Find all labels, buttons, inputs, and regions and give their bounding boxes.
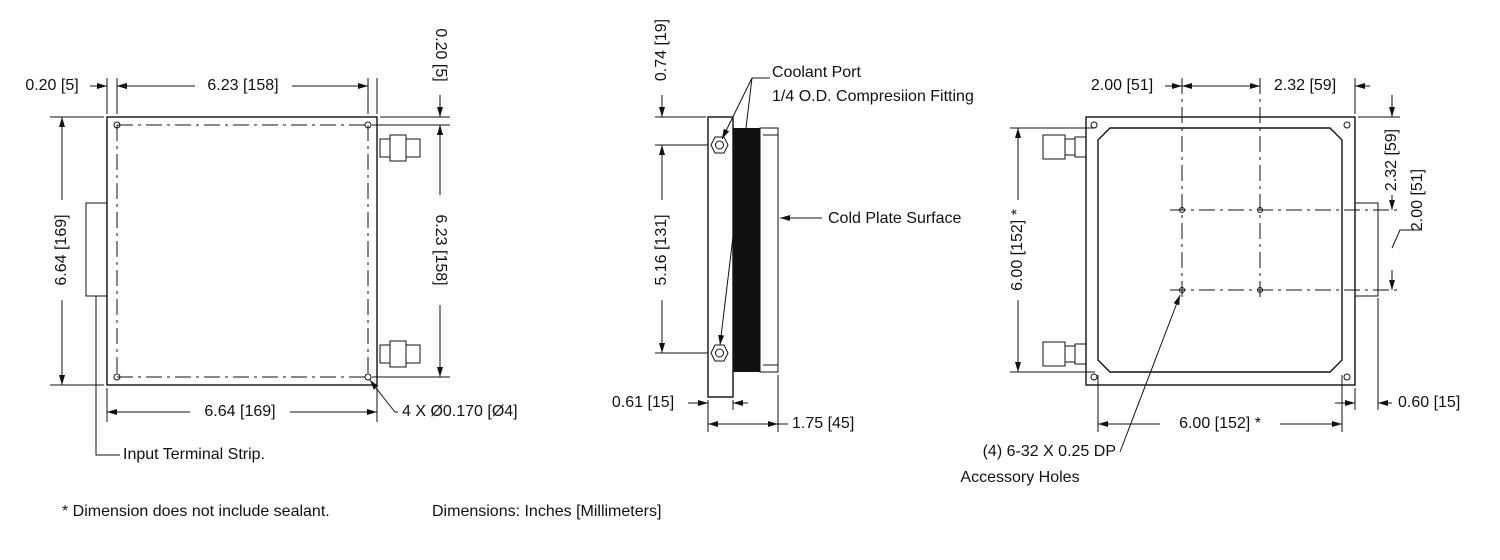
hole xyxy=(1343,373,1351,381)
outline-rect xyxy=(389,134,407,162)
outline-rect xyxy=(85,202,108,297)
callout-label: Input Terminal Strip. xyxy=(123,446,265,463)
outline-rect xyxy=(389,340,407,368)
dimension-label: 2.32 [59] xyxy=(1274,77,1336,94)
callout-label: Accessory Holes xyxy=(960,469,1079,486)
part-group xyxy=(379,134,421,368)
hole xyxy=(1343,121,1351,129)
hole xyxy=(715,140,724,150)
drawing-line xyxy=(369,379,384,398)
dimension-label: 2.00 [51] xyxy=(1091,77,1153,94)
callout-label: Cold Plate Surface xyxy=(828,210,962,227)
outline-rect xyxy=(1074,136,1087,158)
outline-rect xyxy=(405,344,421,364)
outline-rect xyxy=(379,344,391,364)
drawing-line xyxy=(721,77,753,140)
dimension-label: 6.00 [152] * xyxy=(1179,415,1261,432)
leader-line xyxy=(95,296,120,456)
hole xyxy=(1090,373,1098,381)
hole xyxy=(113,373,121,381)
outline-rect xyxy=(379,138,391,158)
drawing-line xyxy=(718,77,753,346)
dimension-label: 0.20 [5] xyxy=(432,28,449,81)
dimension-label: 2.00 [51] xyxy=(1409,169,1426,231)
callout-label: Coolant Port xyxy=(772,64,861,81)
note: Dimensions: Inches [Millimeters] xyxy=(432,503,661,520)
back-view: 2.00 [51] 2.32 [59] 2.32 [59] 2.00 [51] … xyxy=(960,77,1460,486)
outline-rect xyxy=(1354,202,1379,297)
dimension-label: 6.23 [158] xyxy=(207,77,278,94)
hole xyxy=(113,121,121,129)
drawing-line xyxy=(1119,294,1181,453)
dimension-label: 6.00 [152] * xyxy=(1009,209,1026,291)
callout-label: (4) 6-32 X 0.25 DP xyxy=(983,443,1116,460)
leader-line xyxy=(1391,229,1420,249)
callout-label: 4 X Ø0.170 [Ø4] xyxy=(402,403,518,420)
outline-rect xyxy=(106,116,378,386)
notes: * Dimension does not include sealant. Di… xyxy=(62,503,661,520)
outline-path xyxy=(1097,127,1343,373)
dimension-label: 1.75 [45] xyxy=(792,415,854,432)
callout-label: 1/4 O.D. Compresiion Fitting xyxy=(772,88,974,105)
dimension-label: 5.16 [131] xyxy=(653,214,670,285)
outline-rect xyxy=(1085,116,1356,386)
fitting-hex xyxy=(710,344,729,362)
hole xyxy=(715,348,724,358)
hole xyxy=(364,373,372,381)
dimension-label: 0.61 [15] xyxy=(612,394,674,411)
hole xyxy=(1090,121,1098,129)
outline-rect xyxy=(1064,138,1076,156)
outline-rect xyxy=(759,127,779,373)
front-view: 0.20 [5] 6.23 [158] 0.20 [5] 6.64 [169] … xyxy=(25,28,517,463)
outline-rect xyxy=(1064,345,1076,363)
dimension-label: 0.20 [5] xyxy=(25,77,78,94)
fitting-hex xyxy=(710,136,729,154)
dimension-label: 6.64 [169] xyxy=(204,403,275,420)
leader-line xyxy=(382,396,396,413)
outline-rect xyxy=(405,138,421,158)
dimension-label: 6.64 [169] xyxy=(53,214,70,285)
outline-rect xyxy=(733,128,760,372)
outline-rect xyxy=(1042,134,1066,160)
dimension-label: 0.74 [19] xyxy=(653,19,670,81)
dimension-label: 2.32 [59] xyxy=(1383,129,1400,191)
part-group xyxy=(1042,134,1087,367)
hole xyxy=(364,121,372,129)
note: * Dimension does not include sealant. xyxy=(62,503,330,520)
dimension-label: 0.60 [15] xyxy=(1398,394,1460,411)
outline-rect xyxy=(1042,341,1066,367)
outline-rect xyxy=(1074,343,1087,365)
dimension-label: 6.23 [158] xyxy=(432,214,449,285)
side-view: 0.74 [19] Coolant Port 1/4 O.D. Compresi… xyxy=(612,19,974,432)
